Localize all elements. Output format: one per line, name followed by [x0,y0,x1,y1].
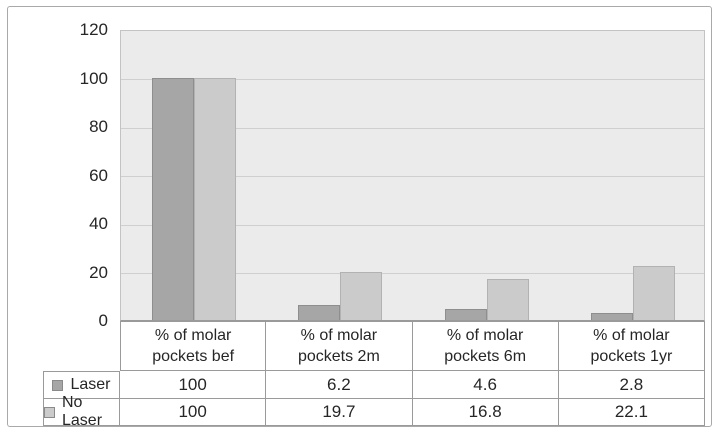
gridline-y-20 [121,273,704,274]
bar-no-laser-cat2 [486,279,529,320]
category-header-1: % of molar pockets 2m [266,321,413,371]
category-header-line: pockets 1yr [590,348,673,365]
value-no-laser-cat0: 100 [120,399,267,426]
value-laser-cat3: 2.8 [558,371,705,399]
value-no-laser-cat3: 22.1 [558,399,705,426]
value-laser-cat1: 6.2 [266,371,413,399]
bar-no-laser-cat1 [340,272,383,320]
table-corner-blank [43,321,120,371]
legend-label: No Laser [62,394,103,429]
category-header-line: pockets 6m [444,348,527,365]
legend-swatch-no-laser [44,406,55,418]
bar-laser-cat3 [590,313,633,320]
value-laser-cat0: 100 [120,371,267,399]
category-header-line: % of molar [593,327,670,344]
bar-laser-cat2 [444,308,487,320]
gridline-y-80 [121,127,704,129]
bar-no-laser-cat3 [632,266,675,320]
category-header-2: % of molar pockets 6m [412,321,559,371]
bar-no-laser-cat0 [194,77,237,320]
gridline-y-100 [121,79,704,80]
plot-area [120,30,705,321]
y-axis-label-0: 0 [98,311,108,330]
chart-figure: 120 100 80 60 40 20 0 % of molar pockets bef% o… [7,6,712,429]
category-header-line: % of molar [446,327,524,344]
bar-laser-cat0 [152,77,195,320]
bar-laser-cat1 [298,304,341,320]
value-laser-cat2: 4.6 [412,371,559,399]
category-header-line: pockets 2m [297,348,380,365]
gridline-y-60 [121,176,704,177]
y-axis-label-120: 120 [79,20,108,39]
category-header-line: pockets bef [152,348,235,365]
category-header-3: % of molar pockets 1yr [558,321,705,371]
category-header-line: % of molar [300,327,378,344]
legend-key-laser: Laser [43,371,120,399]
y-axis-label-60: 60 [89,165,108,185]
data-table: % of molar pockets bef % of molar pockets 2… [43,321,705,429]
category-header-line: % of molar [154,327,232,344]
gridline-y-40 [121,224,704,226]
y-axis-label-20: 20 [89,262,108,282]
category-header-0: % of molar pockets bef [120,321,267,371]
y-axis-label-40: 40 [89,214,108,233]
y-axis-label-80: 80 [89,117,108,136]
y-axis-label-100: 100 [79,68,108,88]
legend-swatch-laser [52,379,64,391]
legend-label: Laser [70,376,111,393]
value-no-laser-cat2: 16.8 [412,399,559,426]
value-no-laser-cat1: 19.7 [266,399,413,426]
legend-key-no-laser: No Laser [43,394,120,429]
